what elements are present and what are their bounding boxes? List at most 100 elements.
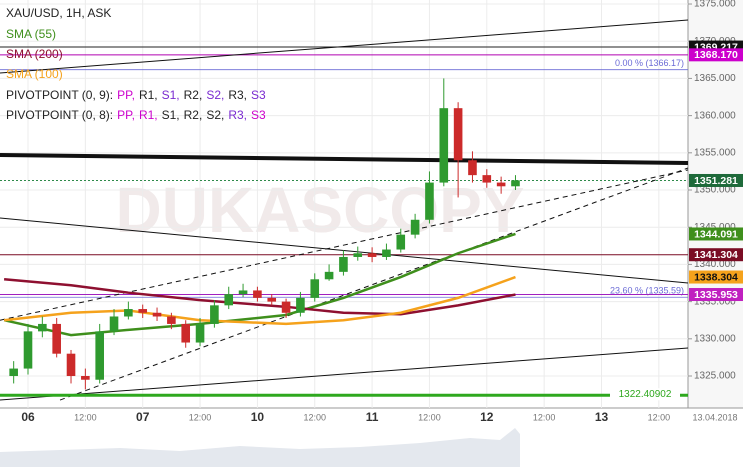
candle-body (152, 312, 162, 317)
x-tick-label: 12:00 (648, 412, 671, 422)
price-label: 1338.304 (694, 271, 738, 283)
price-label-bg (689, 173, 743, 187)
pivot-part: R3, (228, 88, 247, 102)
x-tick-label: 12:00 (533, 412, 556, 422)
price-axis-bg (688, 0, 743, 408)
candle-body (81, 376, 90, 380)
x-tick-label: 06 (21, 410, 35, 424)
candle-body (181, 323, 191, 343)
candle-body (410, 219, 420, 235)
candle-body (482, 175, 492, 183)
volume-area (0, 428, 520, 467)
legend-item: SMA (200) (6, 47, 63, 61)
candle-body (396, 234, 406, 250)
x-tick-label: 10 (251, 410, 265, 424)
y-tick-label: 1335.000 (694, 296, 736, 307)
trend-line (0, 217, 689, 284)
candle-body (195, 323, 205, 343)
candle-body (453, 108, 463, 161)
pivot-legend: PIVOTPOINT (0, 8): PP, R1, S1, R2, S2, R3, S3 (6, 108, 266, 122)
x-tick-label: 07 (136, 410, 150, 424)
candle-body (95, 331, 104, 380)
y-tick-label: 1375.000 (694, 0, 736, 10)
pivot-part: R2, (184, 108, 203, 122)
trend-line (0, 347, 689, 401)
candle-body (23, 331, 33, 369)
candle-body (210, 305, 219, 324)
trend-line (0, 19, 689, 74)
y-tick-label: 1350.000 (694, 185, 736, 196)
pivot-part: PP, (117, 88, 135, 102)
pivot-part: S1, (162, 108, 180, 122)
candle-body (9, 368, 18, 377)
candle-body (339, 256, 348, 272)
x-tick-label: 13 (595, 410, 609, 424)
fib-label: 0.00 % (1366.17) (615, 58, 684, 68)
price-label: 1341.304 (694, 249, 738, 261)
candle-body (66, 353, 76, 377)
legend-item: SMA (100) (6, 67, 63, 81)
x-tick-label: 12:00 (303, 412, 326, 422)
price-label-bg (689, 48, 743, 62)
y-tick-label: 1340.000 (694, 259, 736, 270)
candle-body (267, 297, 277, 302)
price-label-bg (689, 227, 743, 241)
pivot-part: S2, (206, 88, 224, 102)
pivot-part: S2, (206, 108, 224, 122)
price-label-bg (689, 288, 743, 302)
y-tick-label: 1325.000 (694, 371, 736, 382)
candle-body (310, 279, 320, 298)
pivot-label: PIVOTPOINT (0, 8): (6, 108, 113, 122)
trend-line (59, 167, 689, 401)
fib-label: 23.60 % (1335.59) (610, 286, 684, 296)
price-label: 1368.170 (694, 49, 738, 61)
candle-body (496, 182, 506, 187)
candle-body (382, 249, 391, 257)
x-tick-label: 12 (480, 410, 494, 424)
legend-title: XAU/USD, 1H, ASK (6, 6, 111, 20)
x-tick-label: 12:00 (189, 412, 212, 422)
candle-body (238, 290, 248, 295)
x-tick-label: 12:00 (418, 412, 441, 422)
pivot-part: PP, (117, 108, 135, 122)
candle-body (52, 323, 61, 354)
candle-body (324, 271, 334, 280)
candle-body (167, 316, 176, 324)
candle-body (138, 309, 148, 313)
pivot-label: PIVOTPOINT (0, 9): (6, 88, 113, 102)
price-label: 1344.091 (694, 228, 738, 240)
candle-body (439, 108, 449, 183)
candle-body (511, 180, 520, 187)
candle-body (353, 253, 363, 257)
trend-line (0, 153, 689, 166)
pivot-part: R1, (139, 88, 158, 102)
y-tick-label: 1360.000 (694, 110, 736, 121)
x-tick-label: 11 (366, 410, 379, 424)
watermark: DUKASCOPY (116, 174, 525, 246)
candle-body (425, 182, 434, 220)
price-label-bg (689, 270, 743, 284)
sma-line (3, 275, 516, 326)
y-tick-label: 1355.000 (694, 147, 736, 158)
pivot-part: S1, (162, 88, 180, 102)
candle-body (124, 309, 133, 317)
candle-body (109, 316, 119, 332)
legend-item: SMA (55) (6, 27, 56, 41)
price-label-bg (689, 248, 743, 262)
y-tick-label: 1345.000 (694, 222, 736, 233)
pivot-part: S3 (251, 88, 266, 102)
y-tick-label: 1365.000 (694, 73, 736, 84)
support-label-bg (610, 388, 680, 401)
trend-line (0, 169, 689, 321)
candle-body (253, 290, 262, 298)
date-label: 13.04.2018 (692, 412, 737, 422)
y-tick-label: 1330.000 (694, 333, 736, 344)
pivot-part: S3 (251, 108, 266, 122)
candle-body (281, 301, 291, 313)
pivot-legend: PIVOTPOINT (0, 9): PP, R1, S1, R2, S2, R3, S3 (6, 88, 266, 102)
candle-body (468, 160, 477, 176)
candle-body (296, 297, 305, 313)
support-label: 1322.40902 (619, 389, 672, 400)
candle-body (367, 253, 377, 257)
